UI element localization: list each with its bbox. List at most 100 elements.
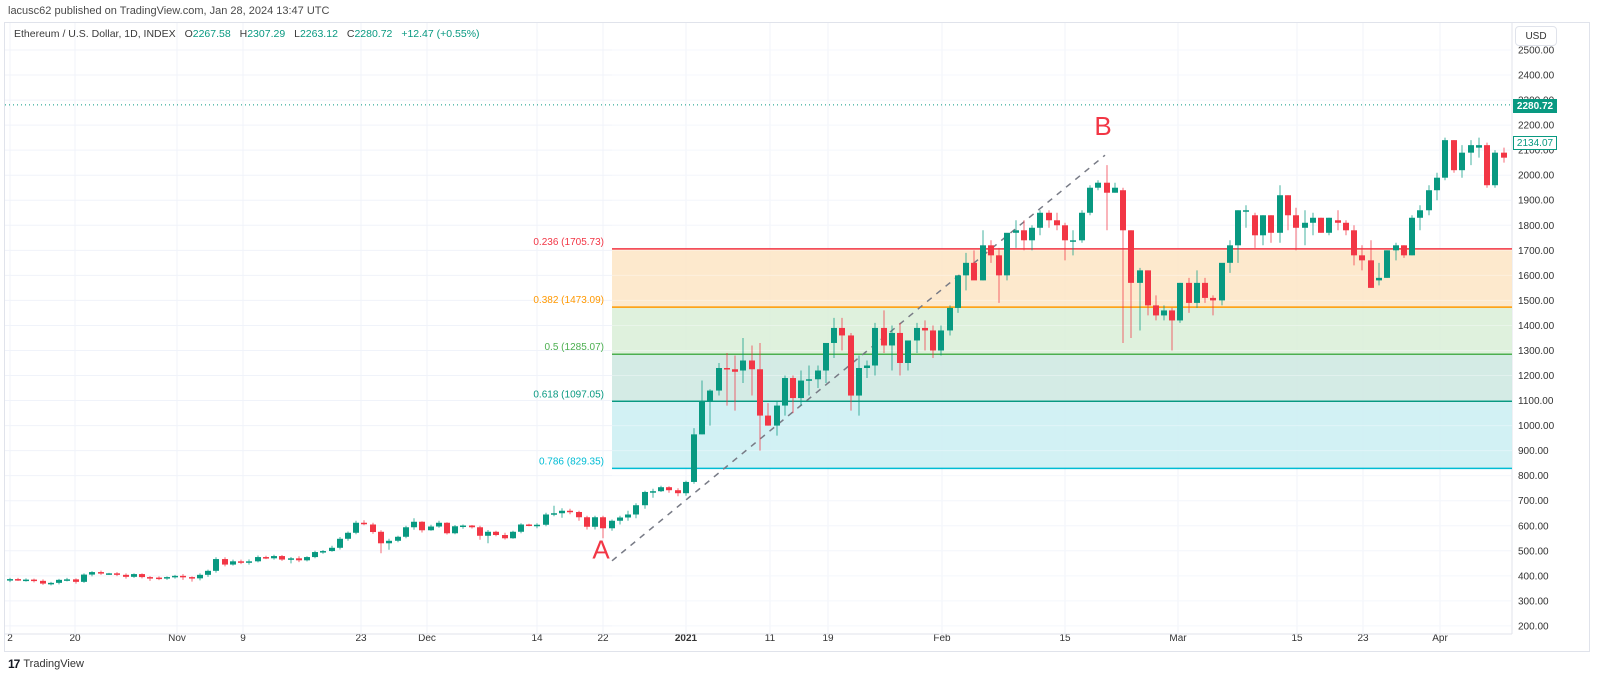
candle-down: [922, 327, 928, 331]
candle-up: [1161, 310, 1167, 316]
candle-down: [1359, 255, 1365, 261]
candle-up: [774, 405, 780, 426]
candle-down: [1046, 212, 1052, 221]
candle-down: [1293, 215, 1299, 228]
candle-down: [732, 369, 738, 372]
candle-up: [1476, 145, 1482, 148]
candle-down: [1351, 230, 1357, 256]
currency-button[interactable]: USD: [1515, 26, 1557, 46]
candle-up: [633, 505, 639, 515]
price-tick-label: 800.00: [1518, 471, 1549, 482]
tradingview-logo-icon: 17: [8, 657, 20, 671]
candle-down: [370, 524, 376, 533]
annotation-label-b: B: [1094, 111, 1111, 141]
price-tick-label: 500.00: [1518, 546, 1549, 557]
candle-up: [320, 551, 326, 553]
candle-up: [23, 579, 29, 582]
price-tick-label: 2400.00: [1518, 71, 1555, 82]
time-tick-label: 20: [69, 633, 81, 644]
annotation-label-a: A: [592, 534, 610, 564]
candle-up: [642, 491, 648, 506]
candle-up: [1492, 152, 1498, 186]
candle-down: [1062, 225, 1068, 241]
price-tick-label: 1500.00: [1518, 296, 1555, 307]
price-tick-label: 700.00: [1518, 496, 1549, 507]
candle-up: [271, 556, 277, 559]
candle-down: [469, 525, 475, 528]
candle-down: [139, 574, 145, 578]
candle-down: [477, 527, 483, 536]
candle-up: [48, 582, 54, 585]
candle-up: [288, 558, 294, 560]
candle-up: [56, 579, 62, 583]
time-tick-label: Dec: [418, 633, 436, 644]
candle-down: [1268, 215, 1274, 233]
candle-up: [386, 540, 392, 544]
candle-up: [1326, 217, 1332, 233]
candle-up: [428, 526, 434, 531]
candle-up: [81, 574, 87, 582]
candle-down: [493, 531, 499, 536]
candle-down: [1202, 282, 1208, 298]
candle-down: [576, 511, 582, 518]
candle-up: [1037, 212, 1043, 228]
price-tick-label: 1400.00: [1518, 321, 1555, 332]
candle-down: [930, 330, 936, 351]
candle-down: [1451, 140, 1457, 171]
time-tick-label: 9: [240, 633, 246, 644]
time-tick-label: Nov: [168, 633, 186, 644]
candle-up: [164, 577, 170, 579]
candle-down: [1169, 310, 1175, 321]
candle-down: [749, 360, 755, 370]
price-tick-label: 2100.00: [1518, 146, 1555, 157]
candle-up: [205, 570, 211, 575]
candle-up: [1302, 222, 1308, 228]
candle-up: [1468, 145, 1474, 153]
candle-up: [510, 531, 516, 539]
candle-up: [872, 327, 878, 366]
candle-up: [1235, 210, 1241, 246]
candle-up: [7, 579, 13, 581]
candle-up: [551, 513, 557, 515]
candle-up: [485, 531, 491, 536]
candle-down: [147, 577, 153, 579]
time-tick-label: 23: [355, 633, 367, 644]
candle-down: [600, 517, 606, 529]
candle-down: [502, 535, 508, 539]
candle-up: [963, 262, 969, 276]
candle-down: [1318, 217, 1324, 233]
candle-up: [1095, 182, 1101, 188]
candle-down: [757, 369, 763, 416]
candle-up: [1243, 210, 1249, 212]
candle-down: [1104, 182, 1110, 193]
candle-down: [881, 327, 887, 346]
candle-down: [156, 577, 162, 580]
candle-down: [1128, 230, 1134, 283]
candle-down: [378, 531, 384, 544]
candle-up: [625, 514, 631, 518]
price-tick-label: 2500.00: [1518, 46, 1555, 57]
fib-level-label: 0.382 (1473.09): [533, 295, 604, 306]
candle-up: [740, 360, 746, 371]
low-value: 2263.12: [299, 28, 338, 40]
candle-up: [436, 522, 442, 527]
candle-up: [1260, 215, 1266, 236]
candle-up: [1277, 195, 1283, 233]
candle-down: [584, 517, 590, 527]
candle-up: [518, 524, 524, 532]
candle-up: [658, 487, 664, 492]
trend-line: [611, 154, 1106, 562]
candle-up: [831, 327, 837, 343]
price-tick-label: 1000.00: [1518, 421, 1555, 432]
candle-down: [123, 574, 129, 577]
candle-down: [1484, 145, 1490, 186]
fib-level-label: 0.618 (1097.05): [533, 389, 604, 400]
open-value: 2267.58: [192, 28, 231, 40]
candle-up: [1112, 187, 1118, 193]
candle-up: [403, 527, 409, 537]
candle-up: [592, 517, 598, 527]
tradingview-brand[interactable]: 17 TradingView: [8, 657, 84, 671]
candle-up: [782, 378, 788, 406]
candle-up: [1137, 270, 1143, 283]
